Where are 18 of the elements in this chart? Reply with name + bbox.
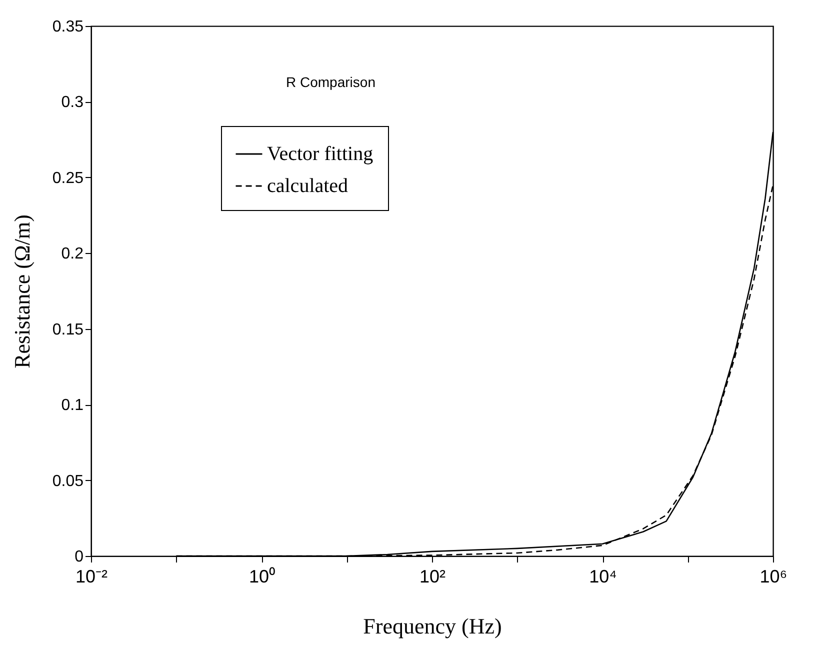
x-axis-title: Frequency (Hz): [363, 614, 502, 638]
x-tick-label: 10⁴: [589, 566, 617, 586]
legend-label: Vector fitting: [267, 143, 374, 165]
y-tick-label: 0.1: [61, 397, 84, 414]
y-tick-label: 0: [74, 548, 84, 566]
y-tick-label: 0.05: [52, 472, 84, 490]
x-tick-label: 10⁰: [248, 566, 276, 586]
y-tick-label: 0.35: [52, 18, 84, 36]
x-tick-label: 10⁶: [760, 566, 788, 586]
y-tick-label: 0.2: [61, 246, 84, 263]
x-tick-label: 10⁻²: [75, 566, 108, 586]
y-axis-title: Resistance (Ω/m): [9, 214, 34, 368]
x-tick-label: 10²: [419, 566, 446, 586]
y-tick-label: 0.25: [52, 170, 84, 187]
annotation: R Comparison: [286, 74, 376, 90]
y-tick-label: 0.15: [52, 321, 84, 338]
y-tick-label: 0.3: [61, 94, 84, 112]
legend-label: calculated: [267, 175, 348, 197]
